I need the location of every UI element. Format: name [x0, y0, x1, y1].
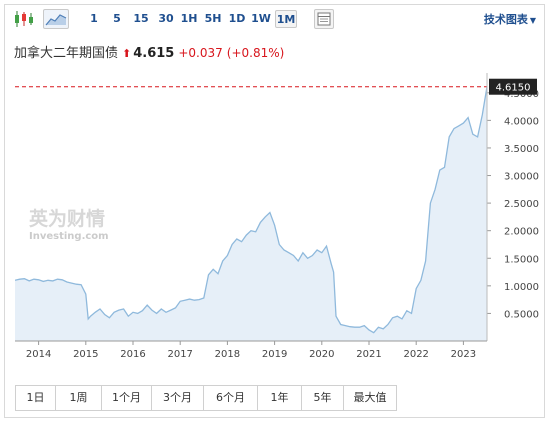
- up-arrow-icon: ⬆: [122, 47, 132, 60]
- interval-30-button[interactable]: 30: [158, 12, 174, 25]
- range-button-6[interactable]: 5年: [302, 386, 344, 410]
- watermark-en: Investing.com: [29, 231, 109, 242]
- chart-widget: 1 5 15 30 1H 5H 1D 1W 1M 技术图表 ▼ 加拿大二年期国债 ⬆…: [4, 4, 545, 418]
- x-tick-label: 2018: [215, 349, 240, 360]
- interval-1w-button[interactable]: 1W: [251, 12, 271, 25]
- range-button-2[interactable]: 1个月: [102, 386, 152, 410]
- x-tick-label: 2023: [451, 349, 476, 360]
- range-button-0[interactable]: 1日: [16, 386, 56, 410]
- interval-5-button[interactable]: 5: [113, 12, 121, 25]
- interval-1d-button[interactable]: 1D: [228, 12, 246, 25]
- price-change: +0.037: [178, 46, 223, 60]
- interval-1h-button[interactable]: 1H: [180, 12, 198, 25]
- y-tick-label: 3.0000: [504, 172, 539, 183]
- x-tick-label: 2021: [356, 349, 381, 360]
- x-tick-label: 2017: [167, 349, 192, 360]
- x-tick-label: 2014: [26, 349, 51, 360]
- chart-toolbar: 1 5 15 30 1H 5H 1D 1W 1M 技术图表 ▼: [5, 5, 544, 33]
- watermark-cn: 英为财情: [29, 207, 105, 230]
- settings-panel-icon[interactable]: [314, 9, 334, 29]
- y-tick-label: 2.5000: [504, 199, 539, 210]
- range-button-5[interactable]: 1年: [258, 386, 302, 410]
- range-selector: 1日 1周 1个月 3个月 6个月 1年 5年 最大值: [15, 385, 397, 411]
- interval-1m-button[interactable]: 1M: [275, 10, 297, 28]
- y-tick-label: 4.0000: [504, 116, 539, 127]
- series-line: [15, 86, 488, 334]
- y-tick-label: 2.0000: [504, 227, 539, 238]
- y-tick-label: 0.5000: [504, 309, 539, 320]
- interval-5h-button[interactable]: 5H: [204, 12, 222, 25]
- range-button-3[interactable]: 3个月: [152, 386, 204, 410]
- series-area: [15, 86, 487, 341]
- range-button-1[interactable]: 1周: [56, 386, 102, 410]
- last-price-tag: [489, 78, 537, 95]
- x-tick-label: 2019: [262, 349, 287, 360]
- instrument-name: 加拿大二年期国债: [14, 46, 119, 61]
- price-change-percent: (+0.81%): [226, 46, 285, 60]
- x-tick-label: 2016: [120, 349, 145, 360]
- y-tick-label: 1.0000: [504, 282, 539, 293]
- tech-chart-label: 技术图表: [483, 13, 528, 26]
- x-tick-label: 2015: [73, 349, 98, 360]
- interval-1-button[interactable]: 1: [90, 12, 98, 25]
- last-price: 4.615: [133, 46, 175, 61]
- x-tick-label: 2020: [309, 349, 334, 360]
- x-tick-label: 2022: [403, 349, 428, 360]
- quote-header: 加拿大二年期国债 ⬆ 4.615 +0.037 (+0.81%): [14, 42, 284, 62]
- interval-15-button[interactable]: 15: [133, 12, 149, 25]
- last-price-tag-label: 4.6150: [496, 83, 531, 94]
- y-tick-label: 3.5000: [504, 144, 539, 155]
- range-button-4[interactable]: 6个月: [204, 386, 258, 410]
- area-chart-icon[interactable]: [43, 9, 69, 29]
- candlestick-icon[interactable]: [13, 9, 35, 29]
- tech-chart-link[interactable]: 技术图表 ▼: [484, 11, 536, 27]
- chevron-down-icon: ▼: [529, 16, 536, 25]
- y-tick-label: 1.5000: [504, 254, 539, 265]
- range-button-7[interactable]: 最大值: [353, 391, 387, 404]
